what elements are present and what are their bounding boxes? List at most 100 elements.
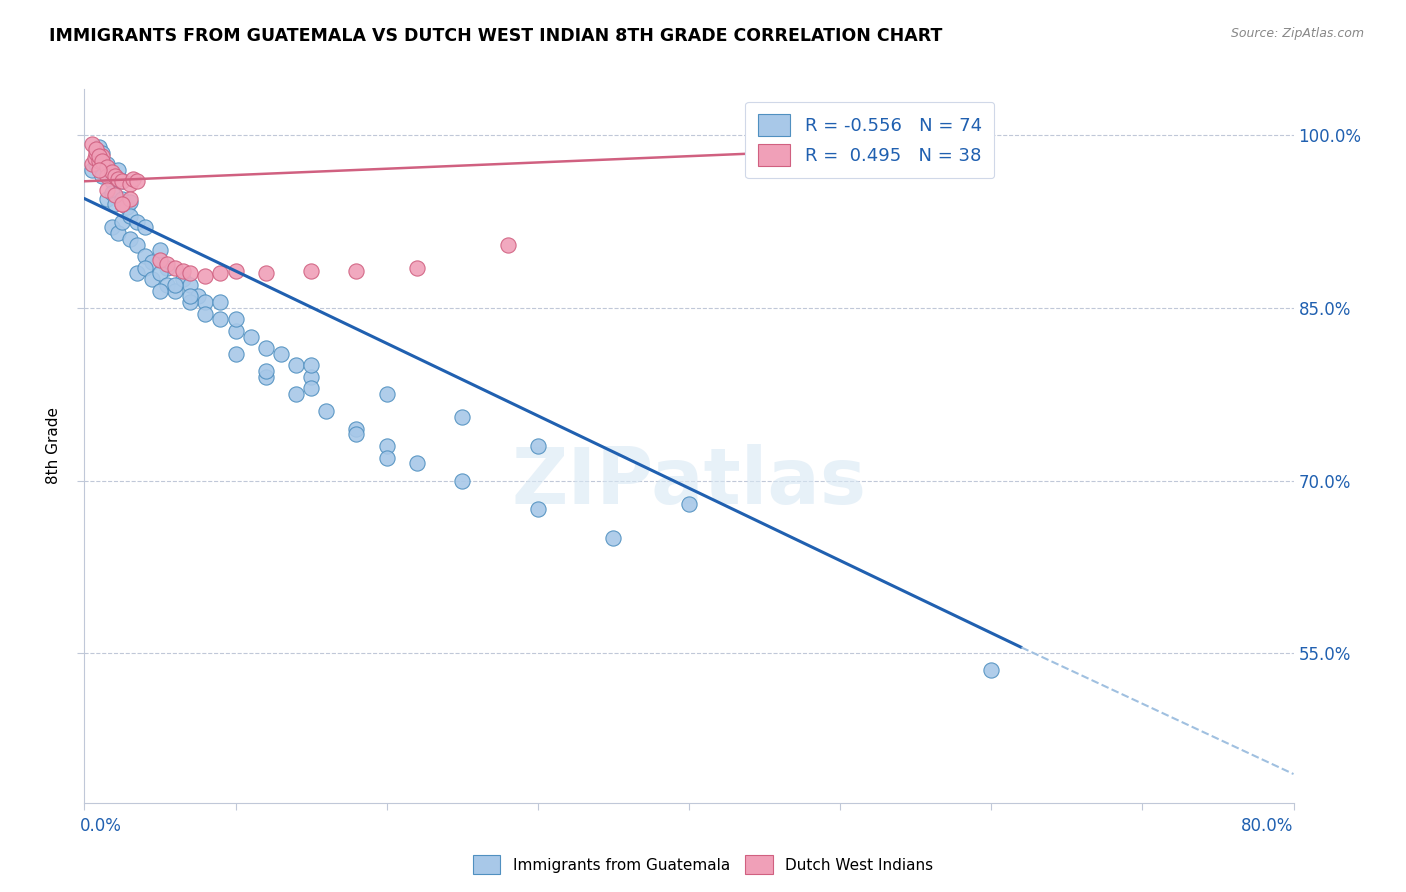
Point <box>127 214 149 228</box>
Point <box>156 260 179 275</box>
Point <box>91 153 114 168</box>
Point <box>602 531 624 545</box>
Point <box>118 209 141 223</box>
Point <box>194 295 217 310</box>
Point <box>89 153 111 168</box>
Point <box>107 162 129 177</box>
Point <box>91 145 114 160</box>
Point <box>299 381 322 395</box>
Point <box>165 260 187 275</box>
Point <box>89 149 111 163</box>
Point <box>134 249 156 263</box>
Point <box>86 145 108 160</box>
Point <box>111 174 134 188</box>
Point <box>225 264 247 278</box>
Point <box>111 197 134 211</box>
Point <box>118 194 141 209</box>
Point <box>299 264 322 278</box>
Point <box>179 289 201 303</box>
Point <box>299 359 322 373</box>
Point <box>107 172 129 186</box>
Point <box>375 450 398 465</box>
Point <box>179 295 201 310</box>
Point <box>346 422 368 436</box>
Point <box>194 268 217 283</box>
Point <box>225 324 247 338</box>
Point <box>225 347 247 361</box>
Text: 0.0%: 0.0% <box>80 816 122 835</box>
Point <box>406 260 429 275</box>
Point <box>375 387 398 401</box>
Point <box>91 169 114 183</box>
Point <box>100 186 122 200</box>
Point <box>527 502 550 516</box>
Point <box>496 237 519 252</box>
Point <box>149 284 172 298</box>
Point <box>107 226 129 240</box>
Legend: Immigrants from Guatemala, Dutch West Indians: Immigrants from Guatemala, Dutch West In… <box>467 849 939 880</box>
Point <box>80 162 103 177</box>
Point <box>149 252 172 267</box>
Point <box>86 142 108 156</box>
Point <box>127 174 149 188</box>
Text: IMMIGRANTS FROM GUATEMALA VS DUTCH WEST INDIAN 8TH GRADE CORRELATION CHART: IMMIGRANTS FROM GUATEMALA VS DUTCH WEST … <box>49 27 942 45</box>
Point <box>115 200 138 214</box>
Point <box>254 364 277 378</box>
Point <box>118 232 141 246</box>
Point <box>111 197 134 211</box>
Point <box>527 439 550 453</box>
Point <box>111 174 134 188</box>
Point <box>141 255 163 269</box>
Point <box>84 151 107 165</box>
Point <box>118 177 141 191</box>
Point <box>111 192 134 206</box>
Point <box>451 410 474 425</box>
Point <box>127 266 149 280</box>
Point <box>149 244 172 258</box>
Point <box>86 157 108 171</box>
Point <box>156 277 179 292</box>
Point <box>104 197 127 211</box>
Point <box>104 169 127 183</box>
Point <box>96 161 118 175</box>
Point <box>121 172 143 186</box>
Point <box>100 220 122 235</box>
Point <box>179 266 201 280</box>
Point <box>165 277 187 292</box>
Point <box>285 387 308 401</box>
Point <box>299 370 322 384</box>
Point <box>100 165 122 179</box>
Point <box>209 295 232 310</box>
Point <box>89 140 111 154</box>
Point <box>80 157 103 171</box>
Point <box>254 370 277 384</box>
Point <box>104 188 127 202</box>
Point <box>91 149 114 163</box>
Point <box>141 272 163 286</box>
Point <box>96 192 118 206</box>
Point <box>375 439 398 453</box>
Legend: R = -0.556   N = 74, R =  0.495   N = 38: R = -0.556 N = 74, R = 0.495 N = 38 <box>745 102 994 178</box>
Point <box>346 427 368 442</box>
Point <box>89 151 111 165</box>
Text: Source: ZipAtlas.com: Source: ZipAtlas.com <box>1230 27 1364 40</box>
Point <box>225 312 247 326</box>
Point <box>194 307 217 321</box>
Point <box>980 664 1002 678</box>
Point <box>187 289 209 303</box>
Point <box>111 214 134 228</box>
Text: ZIPatlas: ZIPatlas <box>512 443 866 520</box>
Point <box>254 341 277 355</box>
Point <box>118 192 141 206</box>
Point <box>209 266 232 280</box>
Point <box>80 137 103 152</box>
Point <box>134 260 156 275</box>
Point <box>209 312 232 326</box>
Point <box>89 162 111 177</box>
Y-axis label: 8th Grade: 8th Grade <box>46 408 62 484</box>
Point <box>406 456 429 470</box>
Point <box>270 347 292 361</box>
Point <box>96 157 118 171</box>
Point <box>179 277 201 292</box>
Point <box>156 257 179 271</box>
